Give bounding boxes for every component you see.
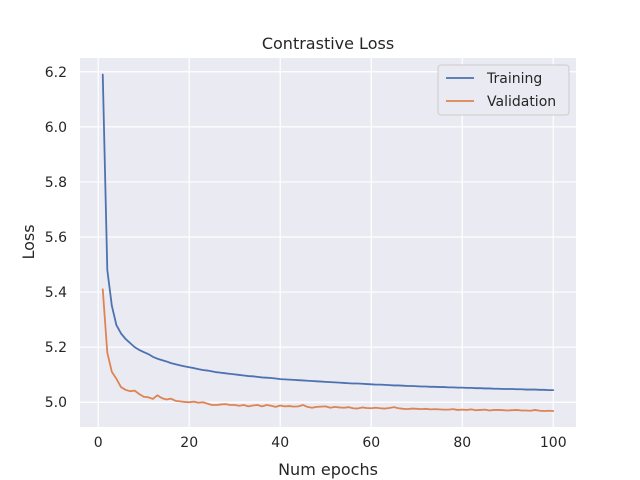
series-line-validation bbox=[101, 288, 555, 412]
series-lines bbox=[101, 73, 555, 412]
x-axis-label: Num epochs bbox=[278, 460, 378, 479]
legend-label-validation: Validation bbox=[487, 94, 556, 110]
x-tick-label: 100 bbox=[540, 435, 567, 451]
x-tick-label: 80 bbox=[453, 435, 471, 451]
y-tick-label: 5.2 bbox=[45, 340, 67, 356]
x-tick-label: 0 bbox=[94, 435, 103, 451]
y-tick-label: 5.0 bbox=[45, 395, 67, 411]
x-tick-label: 20 bbox=[180, 435, 198, 451]
y-tick-label: 6.0 bbox=[45, 120, 67, 136]
x-tick-label: 60 bbox=[362, 435, 380, 451]
y-tick-label: 5.6 bbox=[45, 230, 67, 246]
y-tick-label: 5.4 bbox=[45, 285, 67, 301]
y-tick-label: 6.2 bbox=[45, 65, 67, 81]
x-axis-ticks: 0 20 40 60 80 100 bbox=[94, 435, 567, 451]
plot-area bbox=[80, 58, 576, 427]
y-tick-label: 5.8 bbox=[45, 175, 67, 191]
chart-title: Contrastive Loss bbox=[262, 34, 394, 53]
y-axis-label: Loss bbox=[19, 224, 38, 259]
series-line-training bbox=[101, 73, 555, 392]
grid bbox=[80, 58, 576, 427]
x-tick-label: 40 bbox=[271, 435, 289, 451]
legend: Training Validation bbox=[437, 64, 570, 116]
legend-label-training: Training bbox=[486, 71, 542, 87]
y-axis-ticks: 5.0 5.2 5.4 5.6 5.8 6.0 6.2 bbox=[45, 65, 67, 411]
